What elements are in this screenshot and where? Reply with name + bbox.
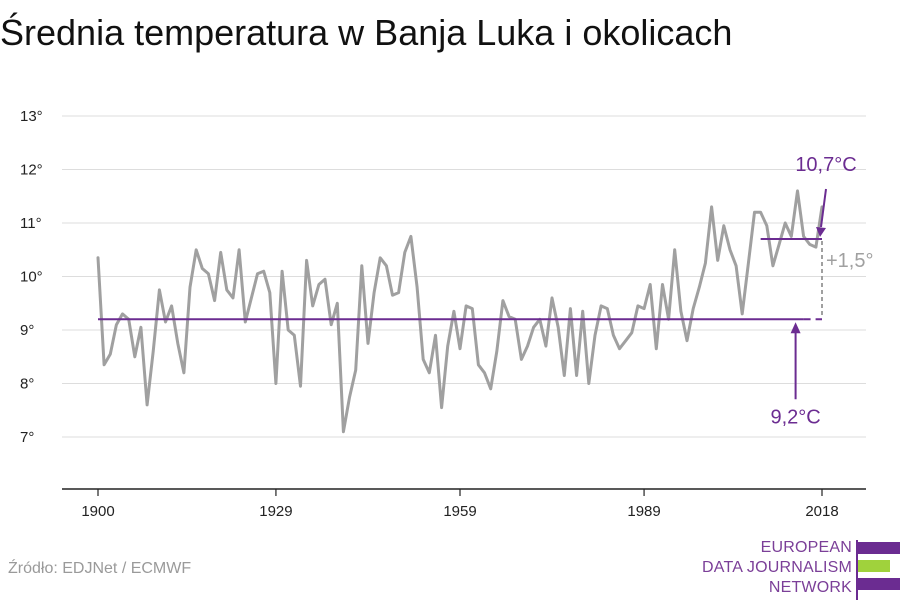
x-tick-label-1989: 1989 [627,503,660,520]
logo-text: EUROPEAN DATA JOURNALISM NETWORK [702,538,852,598]
annotations: +1,5° 9,2°C 10,7°C [98,154,873,428]
y-tick-label-12: 12° [20,162,43,179]
logo-line-2: DATA JOURNALISM [702,559,852,576]
x-tick-label-2018: 2018 [805,503,838,520]
recent-arrow-shaft [820,188,827,228]
recent-label: 10,7°C [795,154,856,176]
x-tick-label-1929: 1929 [259,503,292,520]
logo-bar-green [858,560,890,572]
y-axis-tick-labels: 7° 8° 9° 10° 11° 12° 13° [20,108,43,446]
logo-bar-purple-bottom [858,578,900,590]
series-line-0 [96,189,824,434]
temperature-series [96,189,824,434]
y-tick-label-13: 13° [20,108,43,125]
y-tick-label-11: 11° [20,215,42,232]
y-tick-label-9: 9° [20,322,34,339]
x-tick-label-1959: 1959 [443,503,476,520]
baseline-label: 9,2°C [770,406,820,428]
difference-label: +1,5° [826,250,873,272]
source-note: Źródło: EDJNet / ECMWF [8,560,192,577]
y-tick-label-10: 10° [20,269,43,286]
logo-bar-purple-top [858,542,900,554]
chart-title: Średnia temperatura w Banja Luka i okoli… [0,12,733,53]
y-tick-label-8: 8° [20,376,34,393]
x-tick-label-1900: 1900 [81,503,114,520]
recent-arrow-head [816,227,826,238]
x-axis [62,488,866,496]
y-tick-label-7: 7° [20,429,34,446]
logo-line-3: NETWORK [768,579,852,596]
baseline-arrow-head [790,322,801,334]
logo-line-1: EUROPEAN [760,539,852,556]
edjnet-logo: EUROPEAN DATA JOURNALISM NETWORK [702,538,900,600]
x-axis-tick-labels: 1900 1929 1959 1989 2018 [81,503,838,520]
logo-rule [856,540,858,600]
